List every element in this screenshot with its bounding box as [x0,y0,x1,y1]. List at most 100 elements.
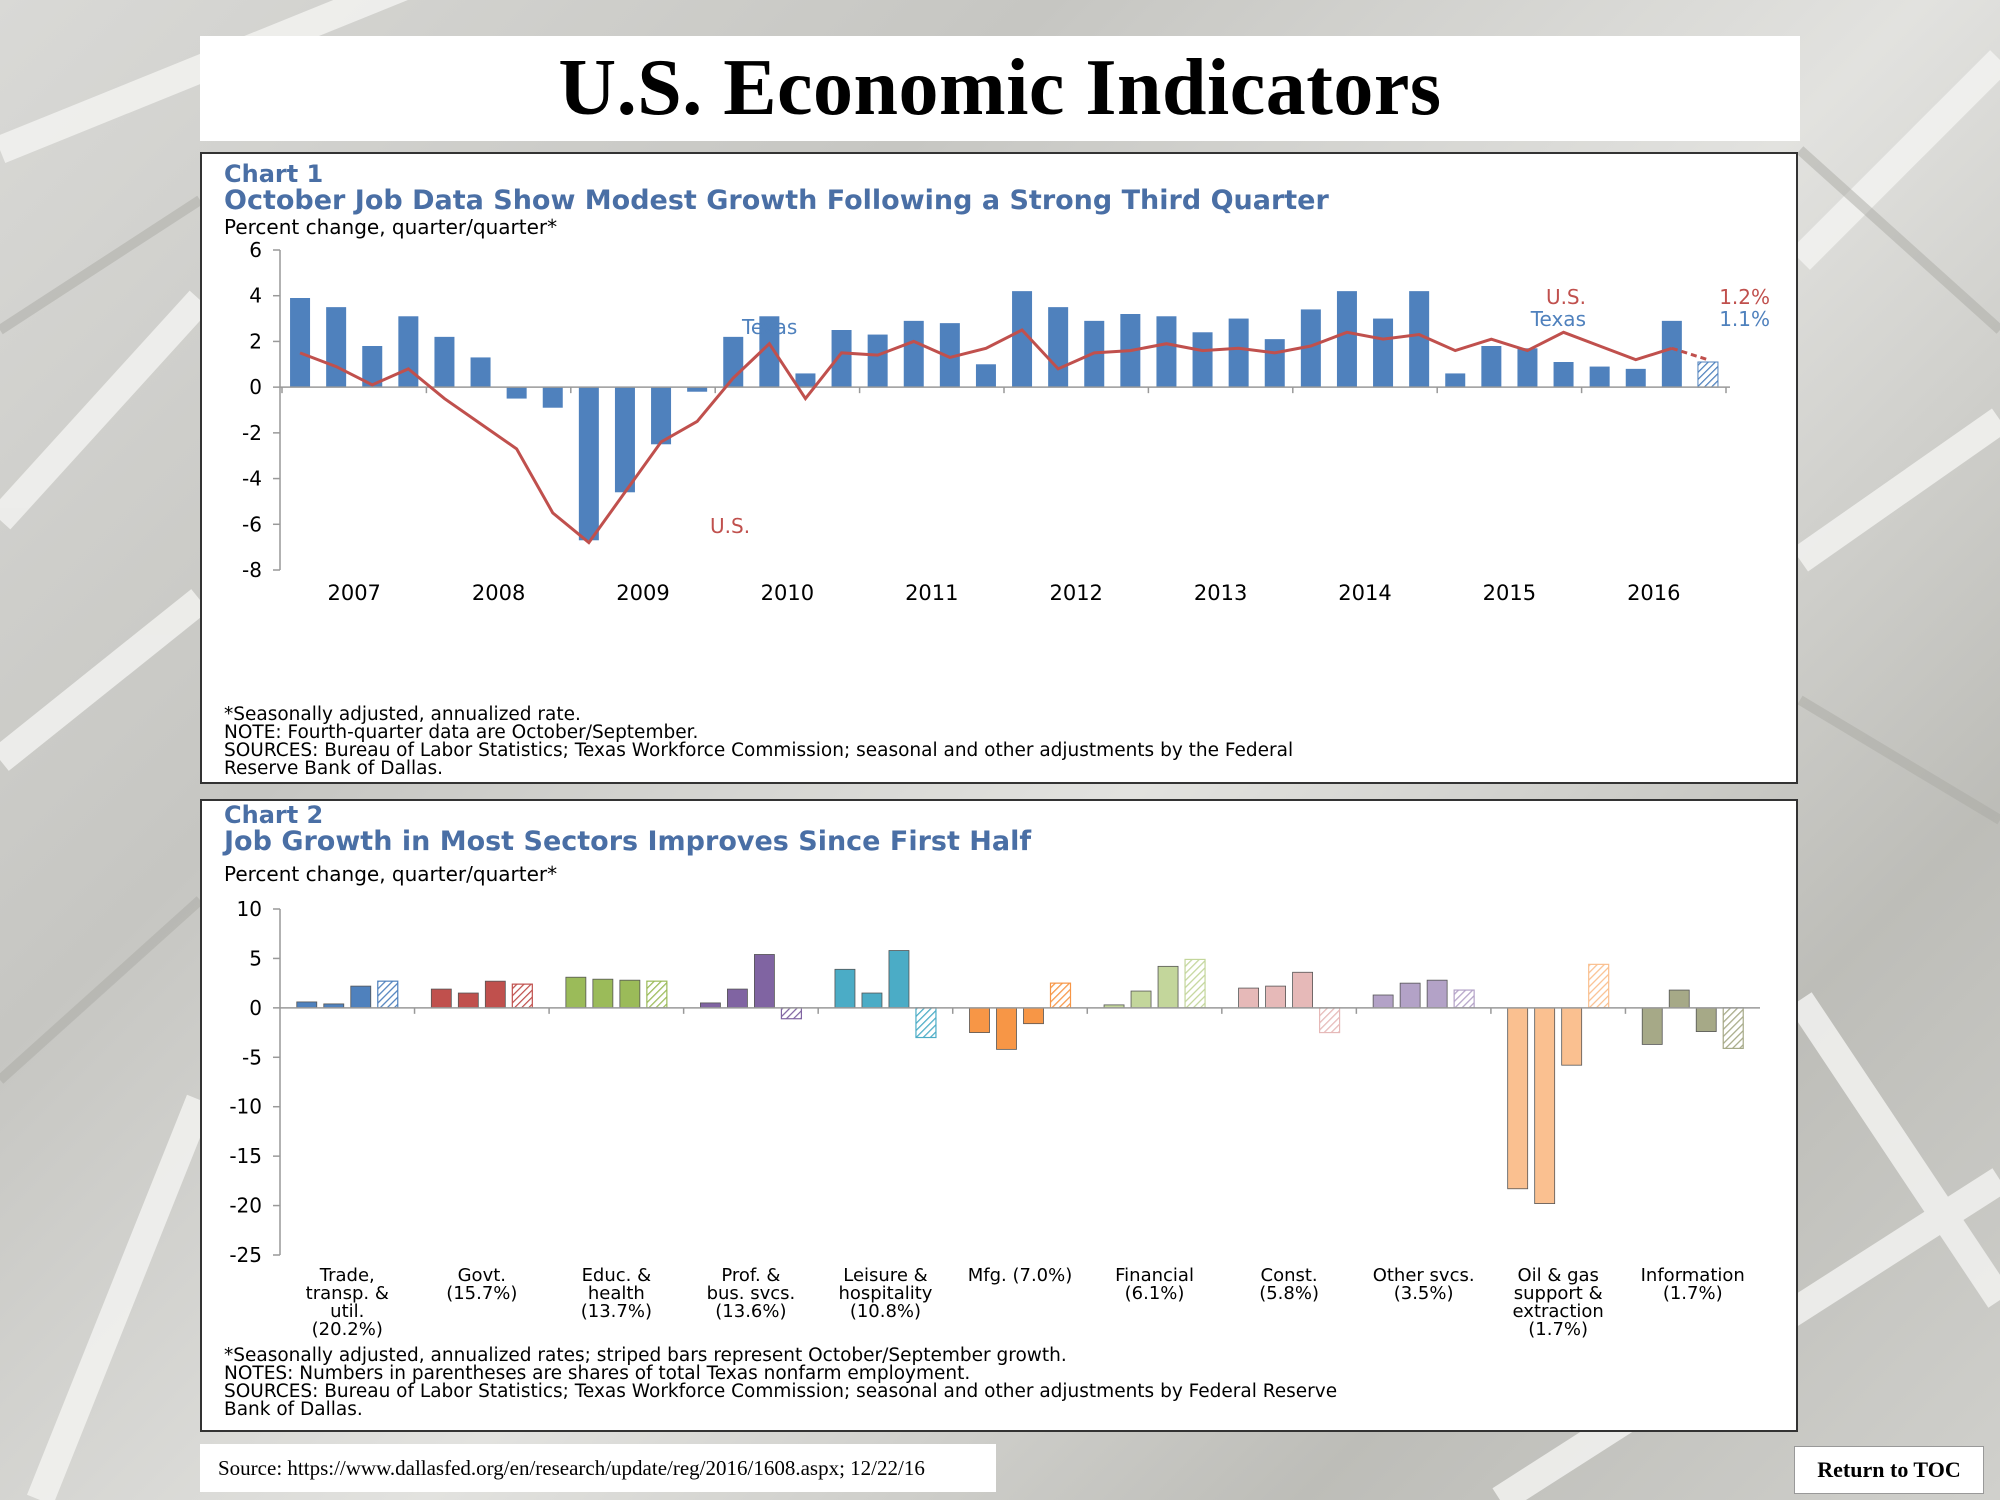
y-tick-label: -15 [229,1144,262,1168]
sector-bar [1426,979,1448,1009]
category-label: Oil & gas [1517,1265,1598,1286]
category-label: (13.6%) [715,1301,786,1322]
texas-bar [867,334,888,388]
category-label: Const. [1261,1265,1318,1286]
category-label: (3.5%) [1394,1283,1454,1304]
texas-bar [1697,361,1719,388]
category-label: util. [330,1301,364,1322]
sector-bar [350,985,372,1009]
sector-bar [377,980,399,1009]
sector-bar [1453,989,1475,1009]
chart2-note: Bank of Dallas. [224,1399,363,1420]
texas-bar [1625,368,1646,388]
chart1-note: Reserve Bank of Dallas. [224,758,444,779]
legend-value: 1.1% [1719,307,1770,331]
chart2-panel: Chart 2 Job Growth in Most Sectors Impro… [200,799,1798,1432]
texas-bar [759,316,780,388]
chart2-plot: 10 5 0 -5 -10 -15 -20 -25 Trade,transp. &util.(2… [229,897,1760,1340]
texas-bar [903,320,924,388]
category-label: Govt. [458,1265,506,1286]
sector-bar [888,950,910,1009]
x-tick-label: 2011 [905,581,958,605]
texas-bar [1300,309,1321,388]
sector-bar [1722,1007,1744,1049]
sector-bar [1399,982,1421,1009]
texas-bar [1589,366,1610,388]
category-label: Trade, [319,1265,375,1286]
x-tick-label: 2008 [472,581,525,605]
sector-bar [1157,965,1179,1009]
sector-bar [996,1007,1017,1050]
texas-bar [975,364,996,388]
chart1-note: SOURCES: Bureau of Labor Statistics; Tex… [224,740,1294,761]
x-tick-label: 2016 [1627,581,1680,605]
category-label: bus. svcs. [707,1283,796,1304]
x-tick-label: 2010 [761,581,814,605]
x-tick-label: 2014 [1338,581,1391,605]
texas-bar [1264,339,1285,388]
category-label: (1.7%) [1663,1283,1723,1304]
y-tick-label: -6 [242,512,262,536]
y-tick-label: 5 [249,946,262,970]
sector-bar [754,954,775,1009]
sector-bar [565,976,587,1009]
chart2-note: SOURCES: Bureau of Labor Statistics; Tex… [224,1381,1338,1402]
sector-bar [1534,1007,1556,1204]
x-tick-label: 2007 [327,581,380,605]
texas-bar [1409,291,1430,388]
texas-bar [1336,291,1357,388]
chart2-number: Chart 2 [224,801,324,829]
legend-name: Texas [1530,307,1586,331]
category-label: Mfg. (7.0%) [968,1265,1073,1286]
texas-bar [542,387,563,408]
return-to-toc-button[interactable]: Return to TOC [1794,1446,1984,1494]
category-label: Other svcs. [1373,1265,1475,1286]
texas-bar [1192,332,1213,388]
texas-bar [1048,307,1069,388]
page-title-box: U.S. Economic Indicators [200,36,1800,141]
texas-bar [1553,362,1574,388]
x-tick-label: 2013 [1194,581,1247,605]
texas-bar [795,373,816,388]
y-tick-label: 0 [249,996,262,1020]
y-tick-label: -25 [229,1243,262,1267]
texas-bar [398,316,419,388]
texas-bar [470,357,491,388]
chart1-title: October Job Data Show Modest Growth Foll… [224,185,1329,216]
texas-bar [1517,348,1538,388]
chart1-notes: *Seasonally adjusted, annualized rate. N… [224,704,1294,779]
page-title: U.S. Economic Indicators [558,44,1442,132]
y-tick-label: -2 [242,421,262,445]
sector-bar [1184,958,1206,1009]
category-label: Financial [1115,1265,1194,1286]
legend-name: U.S. [1546,285,1586,309]
chart2-note: *Seasonally adjusted, annualized rates; … [224,1345,1067,1366]
y-tick-label: -5 [242,1045,262,1069]
sector-bar [484,980,506,1009]
sector-bar [646,980,668,1009]
texas-bar [1445,373,1466,388]
sector-bar [457,992,479,1009]
legend-value: 1.2% [1719,285,1770,309]
texas-bar [362,346,383,388]
sector-bar [727,988,748,1009]
sector-bar [780,1007,803,1020]
chart1-number: Chart 1 [224,160,324,188]
chart2-title: Job Growth in Most Sectors Improves Sinc… [224,826,1032,857]
x-tick-label: 2012 [1049,581,1102,605]
category-label: transp. & [306,1283,389,1304]
category-label: (6.1%) [1125,1283,1185,1304]
y-tick-label: 0 [249,375,262,399]
category-label: (13.7%) [581,1301,652,1322]
sector-bar [511,983,533,1009]
sector-bar [1238,987,1259,1009]
x-tick-label: 2015 [1483,581,1536,605]
chart1-note: *Seasonally adjusted, annualized rate. [224,704,581,725]
sector-bar [1049,982,1072,1009]
texas-bar [290,298,311,388]
y-tick-label: -20 [229,1194,262,1218]
chart1-units: Percent change, quarter/quarter* [224,215,558,239]
texas-bar [1156,316,1177,388]
texas-bar [506,387,527,399]
